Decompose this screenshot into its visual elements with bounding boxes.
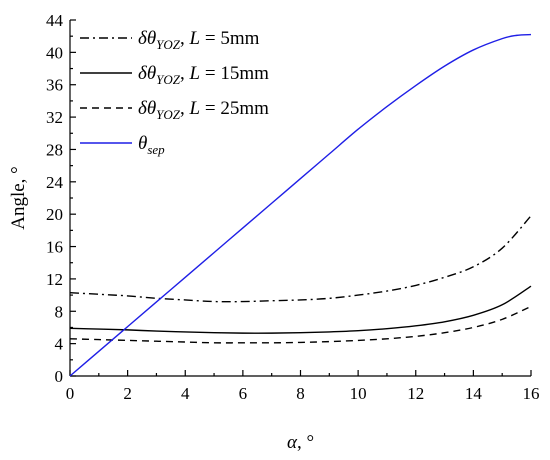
x-tick-label: 10	[350, 384, 367, 403]
y-tick-label: 24	[46, 173, 64, 192]
legend-label-part: = 5mm	[200, 28, 259, 49]
y-tick-label: 8	[55, 302, 64, 321]
legend-label-part: δθ	[138, 28, 156, 49]
x-tick-label: 12	[407, 384, 424, 403]
legend-label: δθYOZ, L = 15mm	[138, 63, 269, 87]
legend-label-part: ,	[180, 63, 190, 84]
legend-label-part: δθ	[138, 63, 156, 84]
y-tick-label: 4	[55, 335, 64, 354]
series-line-2	[69, 285, 532, 334]
series-layer	[69, 33, 532, 377]
legend-label-part: θ	[138, 133, 147, 154]
series-line-4	[69, 33, 532, 377]
y-tick-label: 0	[55, 367, 64, 386]
x-tick-label: 16	[523, 384, 540, 403]
y-tick-label: 16	[46, 238, 63, 257]
legend-label-part: L	[189, 98, 201, 119]
x-ticks: 0 2 4 6 8 10 12 14 16	[66, 370, 540, 403]
y-ticks: 0 4 8 12 16 20 24 28 32 36 40 44	[46, 11, 76, 386]
legend-label-part: = 25mm	[200, 98, 269, 119]
x-tick-label: 6	[239, 384, 248, 403]
x-tick-label: 0	[66, 384, 75, 403]
legend-label-subscript: YOZ	[156, 107, 181, 122]
y-tick-label: 36	[46, 76, 63, 95]
y-axis-title: Angle, °	[8, 166, 29, 230]
y-tick-label: 40	[46, 43, 63, 62]
legend-label-part: ,	[180, 28, 190, 49]
legend-label: δθYOZ, L = 25mm	[138, 98, 269, 122]
legend-label-part: ,	[180, 98, 190, 119]
legend-label-part: L	[189, 28, 201, 49]
legend-label-part: = 15mm	[200, 63, 269, 84]
x-tick-label: 8	[296, 384, 305, 403]
y-tick-label: 20	[46, 205, 63, 224]
x-tick-label: 4	[181, 384, 190, 403]
y-tick-label: 44	[46, 11, 64, 30]
legend-label-part: L	[189, 63, 201, 84]
series-line-3	[69, 305, 532, 344]
y-tick-label: 28	[46, 140, 63, 159]
legend-label: δθYOZ, L = 5mm	[138, 28, 260, 52]
legend-label-part: δθ	[138, 98, 156, 119]
series-line-1	[69, 215, 532, 303]
x-axis-title: α, °	[287, 432, 314, 453]
x-axis-title-var: α	[287, 432, 298, 453]
y-tick-label: 12	[46, 270, 63, 289]
legend-label-subscript: YOZ	[156, 37, 181, 52]
legend-label-subscript: YOZ	[156, 72, 181, 87]
x-axis-title-unit: , °	[297, 432, 314, 453]
x-tick-label: 14	[465, 384, 483, 403]
legend-label: θsep	[138, 133, 165, 157]
legend-label-subscript: sep	[147, 142, 165, 157]
x-tick-label: 2	[123, 384, 132, 403]
y-tick-label: 32	[46, 108, 63, 127]
